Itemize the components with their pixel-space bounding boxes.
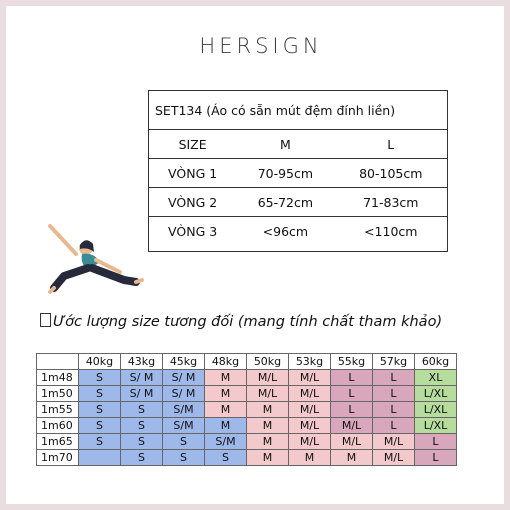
- estimate-table: 40kg 43kg 45kg 48kg 50kg 53kg 55kg 57kg …: [36, 353, 457, 466]
- size-cell: M: [204, 369, 247, 386]
- size-cell: S: [78, 417, 121, 434]
- size-cell: M: [246, 449, 289, 466]
- size-cell: S: [78, 433, 121, 450]
- weight-header: 53kg: [288, 353, 331, 370]
- size-cell: M/L: [246, 369, 289, 386]
- size-cell: S: [78, 401, 121, 418]
- measure-value: 80-105cm: [334, 158, 447, 188]
- measure-value: <96cm: [236, 216, 335, 245]
- weight-header: 48kg: [204, 353, 247, 370]
- size-cell: M: [246, 417, 289, 434]
- weight-header: 55kg: [330, 353, 373, 370]
- table-row: 1m65 S S S S/M M M/L M/L M/L L: [36, 433, 457, 450]
- size-cell: L: [414, 433, 457, 450]
- size-cell: M: [204, 385, 247, 402]
- size-cell: M/L: [288, 433, 331, 450]
- size-cell: L: [372, 385, 415, 402]
- size-header-m: M: [236, 129, 335, 159]
- size-cell: M/L: [246, 385, 289, 402]
- height-label: 1m50: [36, 385, 79, 402]
- measure-label: VÒNG 2: [149, 187, 237, 217]
- size-cell: L/XL: [414, 401, 457, 418]
- measure-value: 71-83cm: [334, 187, 447, 217]
- measure-value: 65-72cm: [236, 187, 335, 217]
- size-cell: L/XL: [414, 417, 457, 434]
- size-header: SIZE: [149, 129, 237, 159]
- measure-value: <110cm: [334, 216, 447, 245]
- size-cell: M/L: [288, 385, 331, 402]
- size-header-l: L: [334, 129, 447, 159]
- measure-value: 70-95cm: [236, 158, 335, 188]
- size-cell: S: [78, 369, 121, 386]
- size-cell: S: [204, 449, 247, 466]
- size-cell: M: [246, 433, 289, 450]
- table-row: 1m55 S S S/M M M M/L L L L/XL: [36, 401, 457, 418]
- size-cell: M/L: [372, 449, 415, 466]
- yoga-woman-icon: [48, 224, 144, 294]
- weight-header: 40kg: [78, 353, 121, 370]
- measure-label: VÒNG 1: [149, 158, 237, 188]
- size-cell: M: [204, 401, 247, 418]
- height-label: 1m65: [36, 433, 79, 450]
- size-chart-title: SET134 (Áo có sẵn mút đệm đính liền): [155, 102, 396, 118]
- size-cell: S/ M: [162, 369, 205, 386]
- brand-logo: HERSIGN: [199, 34, 323, 58]
- size-cell: XL: [414, 369, 457, 386]
- size-cell: [78, 449, 121, 466]
- size-cell: S: [120, 401, 163, 418]
- size-cell: L: [372, 417, 415, 434]
- size-cell: S/ M: [120, 369, 163, 386]
- size-cell: L: [330, 401, 373, 418]
- size-cell: M/L: [288, 369, 331, 386]
- estimate-note: Ước lượng size tương đối (mang tính chất…: [40, 313, 442, 330]
- table-row: 1m70 S S S M M M M/L L: [36, 449, 457, 466]
- size-cell: S: [120, 433, 163, 450]
- size-cell: M/L: [288, 401, 331, 418]
- measure-label: VÒNG 3: [149, 216, 237, 245]
- size-cell: L/XL: [414, 385, 457, 402]
- table-row: 1m60 S S S/M M M M/L M/L L L/XL: [36, 417, 457, 434]
- size-cell: M/L: [330, 433, 373, 450]
- size-cell: L: [330, 369, 373, 386]
- weight-header-row: 40kg 43kg 45kg 48kg 50kg 53kg 55kg 57kg …: [36, 353, 457, 370]
- height-label: 1m70: [36, 449, 79, 466]
- weight-header: 45kg: [162, 353, 205, 370]
- corner-cell: [36, 353, 79, 370]
- size-cell: L: [414, 449, 457, 466]
- size-cell: S: [162, 433, 205, 450]
- table-row: 1m48 S S/ M S/ M M M/L M/L L L XL: [36, 369, 457, 386]
- size-cell: S/ M: [162, 385, 205, 402]
- size-cell: M/L: [372, 433, 415, 450]
- size-cell: M: [204, 417, 247, 434]
- weight-header: 50kg: [246, 353, 289, 370]
- size-cell: L: [330, 385, 373, 402]
- size-chart: SET134 (Áo có sẵn mút đệm đính liền) SIZ…: [148, 90, 448, 252]
- weight-header: 60kg: [414, 353, 457, 370]
- size-cell: M/L: [330, 417, 373, 434]
- size-cell: M/L: [288, 417, 331, 434]
- size-cell: M: [330, 449, 373, 466]
- weight-header: 43kg: [120, 353, 163, 370]
- size-cell: S: [162, 449, 205, 466]
- size-cell: L: [372, 401, 415, 418]
- checkbox-glyph-icon: [40, 313, 51, 327]
- height-label: 1m55: [36, 401, 79, 418]
- size-cell: S: [120, 449, 163, 466]
- size-cell: S: [78, 385, 121, 402]
- size-cell: S: [120, 417, 163, 434]
- size-cell: L: [372, 369, 415, 386]
- size-cell: S/M: [162, 401, 205, 418]
- size-cell: S/M: [204, 433, 247, 450]
- size-cell: S/ M: [120, 385, 163, 402]
- height-label: 1m60: [36, 417, 79, 434]
- estimate-note-text: Ước lượng size tương đối (mang tính chất…: [53, 314, 443, 330]
- size-cell: S/M: [162, 417, 205, 434]
- size-cell: M: [246, 401, 289, 418]
- height-label: 1m48: [36, 369, 79, 386]
- table-row: 1m50 S S/ M S/ M M M/L M/L L L L/XL: [36, 385, 457, 402]
- weight-header: 57kg: [372, 353, 415, 370]
- size-cell: M: [288, 449, 331, 466]
